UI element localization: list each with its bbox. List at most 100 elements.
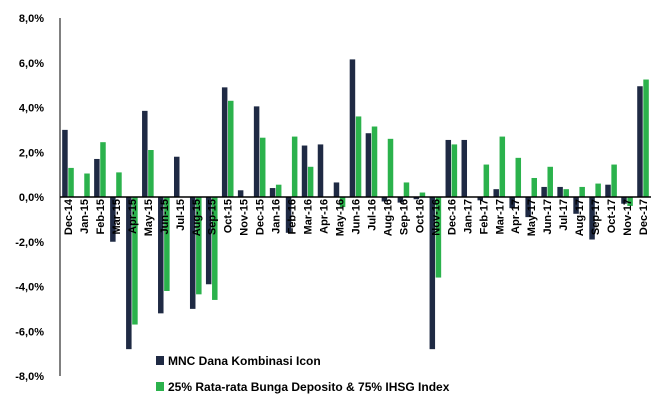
y-axis-ticks: 8,0% 6,0% 4,0% 2,0% 0,0% -2,0% -4,0% -6,0% -8,0%: [15, 13, 44, 383]
x-tick-label: Mar-15: [111, 199, 123, 234]
bar-mnc-Nov-15: [237, 190, 244, 197]
x-tick-label: Dec-14: [63, 198, 75, 235]
bar-benchmark-Mar-17: [499, 136, 506, 197]
bar-benchmark-Jan-16: [275, 184, 282, 197]
bar-benchmark-May-16: [339, 197, 346, 208]
bar-benchmark-Mar-16: [307, 166, 314, 197]
x-tick-label: Nov-15: [239, 199, 251, 236]
x-tick-label: Mar-16: [303, 199, 315, 234]
bar-benchmark-Feb-16: [291, 136, 298, 197]
x-tick-label: Oct-17: [606, 199, 618, 233]
bar-mnc-Nov-16: [429, 197, 436, 350]
bar-benchmark-May-17: [531, 177, 538, 197]
x-tick-label: Nov-16: [430, 199, 442, 236]
bar-mnc-Oct-15: [221, 87, 228, 197]
bar-benchmark-Nov-17: [627, 197, 633, 206]
bar-benchmark-Mar-15: [116, 172, 122, 197]
x-tick-label: Aug-16: [382, 199, 394, 236]
bar-mnc-Jul-17: [557, 186, 563, 197]
bar-benchmark-Aug-17: [579, 186, 585, 197]
legend: MNC Dana Kombinasi Icon 25% Rata-rata Bu…: [156, 354, 450, 394]
x-tick-label: Oct-15: [223, 199, 235, 233]
bar-mnc-Jan-17: [461, 139, 468, 197]
x-tick-label: Feb-15: [95, 199, 107, 234]
bar-mnc-Mar-16: [301, 145, 308, 197]
x-tick-label: May-17: [526, 199, 538, 236]
x-tick-label: Jul-15: [175, 199, 187, 231]
bar-mnc-May-15: [142, 110, 148, 197]
bar-benchmark-Jul-16: [371, 126, 378, 197]
bar-mnc-Mar-17: [493, 189, 499, 197]
bar-benchmark-Oct-17: [611, 164, 617, 197]
bar-mnc-Apr-17: [509, 197, 515, 209]
bar-benchmark-Oct-16: [419, 192, 426, 197]
bar-benchmark-Dec-14: [68, 167, 74, 197]
legend-label-mnc: MNC Dana Kombinasi Icon: [168, 354, 321, 368]
bar-mnc-Sep-15: [205, 197, 212, 285]
x-tick-label: Mar-17: [494, 199, 506, 234]
bar-mnc-Jan-16: [269, 188, 276, 197]
bar-benchmark-Jan-15: [84, 173, 90, 197]
bar-benchmark-Jul-17: [563, 189, 569, 197]
bar-benchmark-Dec-17: [643, 79, 649, 197]
x-tick-label: Dec-15: [255, 199, 267, 235]
bar-mnc-Dec-16: [445, 139, 452, 197]
bar-benchmark-Feb-15: [100, 142, 106, 197]
legend-swatch-mnc: [156, 356, 164, 365]
bar-benchmark-Apr-17: [515, 157, 522, 197]
bar-mnc-Nov-17: [621, 197, 627, 204]
bar-mnc-Aug-15: [189, 197, 196, 309]
bar-mnc-May-17: [525, 197, 531, 218]
x-tick-label: Jun-15: [159, 199, 171, 234]
x-tick-label: Apr-17: [510, 199, 522, 234]
x-tick-label: Jul-16: [366, 199, 378, 231]
x-tick-label: Sep-16: [398, 199, 410, 235]
y-tick-label: -6,0%: [15, 326, 44, 338]
legend-label-benchmark: 25% Rata-rata Bunga Deposito & 75% IHSG …: [168, 380, 450, 394]
x-tick-label: May-15: [143, 199, 155, 236]
x-tick-label: Aug-15: [191, 199, 203, 236]
x-tick-label: Jan-16: [271, 199, 283, 234]
bar-benchmark-Oct-15: [228, 100, 234, 197]
x-tick-label: Sep-17: [590, 199, 602, 235]
bar-benchmark-Sep-16: [403, 182, 410, 197]
y-tick-label: 8,0%: [19, 13, 44, 25]
bar-mnc-Apr-15: [126, 197, 132, 350]
x-tick-label: Sep-15: [207, 199, 219, 235]
x-tick-label: Aug-17: [574, 199, 586, 236]
bar-benchmark-Feb-17: [483, 164, 490, 197]
bars: [62, 59, 649, 350]
x-tick-label: Dec-17: [638, 199, 650, 235]
y-tick-label: -4,0%: [15, 282, 44, 294]
x-tick-label: Apr-15: [127, 199, 139, 234]
bar-mnc-Jul-16: [365, 133, 372, 197]
bar-benchmark-Jun-16: [355, 116, 362, 197]
x-tick-label: Dec-16: [446, 199, 458, 235]
y-tick-label: -2,0%: [15, 237, 44, 249]
x-tick-label: Feb-16: [287, 199, 299, 234]
x-tick-label: Jan-17: [462, 199, 474, 234]
bar-benchmark-Dec-16: [451, 144, 458, 197]
bar-benchmark-Sep-17: [595, 183, 601, 197]
bar-mnc-Oct-17: [605, 184, 611, 197]
y-tick-label: 6,0%: [19, 58, 44, 70]
bar-mnc-Sep-16: [397, 197, 404, 203]
x-tick-label: Jun-17: [542, 199, 554, 234]
bar-mnc-Jun-17: [541, 186, 547, 197]
bar-benchmark-Apr-15: [132, 197, 138, 325]
legend-swatch-benchmark: [156, 382, 164, 391]
x-tick-label: Jun-16: [351, 199, 363, 234]
bar-mnc-Sep-17: [589, 197, 595, 240]
bar-mnc-Aug-16: [381, 197, 388, 202]
y-tick-label: -8,0%: [15, 371, 44, 383]
bar-mnc-May-16: [333, 182, 340, 197]
bar-mnc-Jun-16: [349, 59, 356, 197]
bar-benchmark-May-15: [148, 150, 154, 197]
bar-mnc-Aug-17: [573, 197, 579, 214]
bar-mnc-Mar-15: [110, 197, 116, 242]
x-tick-label: May-16: [335, 199, 347, 236]
bar-mnc-Jul-15: [173, 156, 180, 197]
bar-benchmark-Jun-15: [164, 197, 170, 291]
bar-mnc-Dec-15: [253, 106, 260, 197]
